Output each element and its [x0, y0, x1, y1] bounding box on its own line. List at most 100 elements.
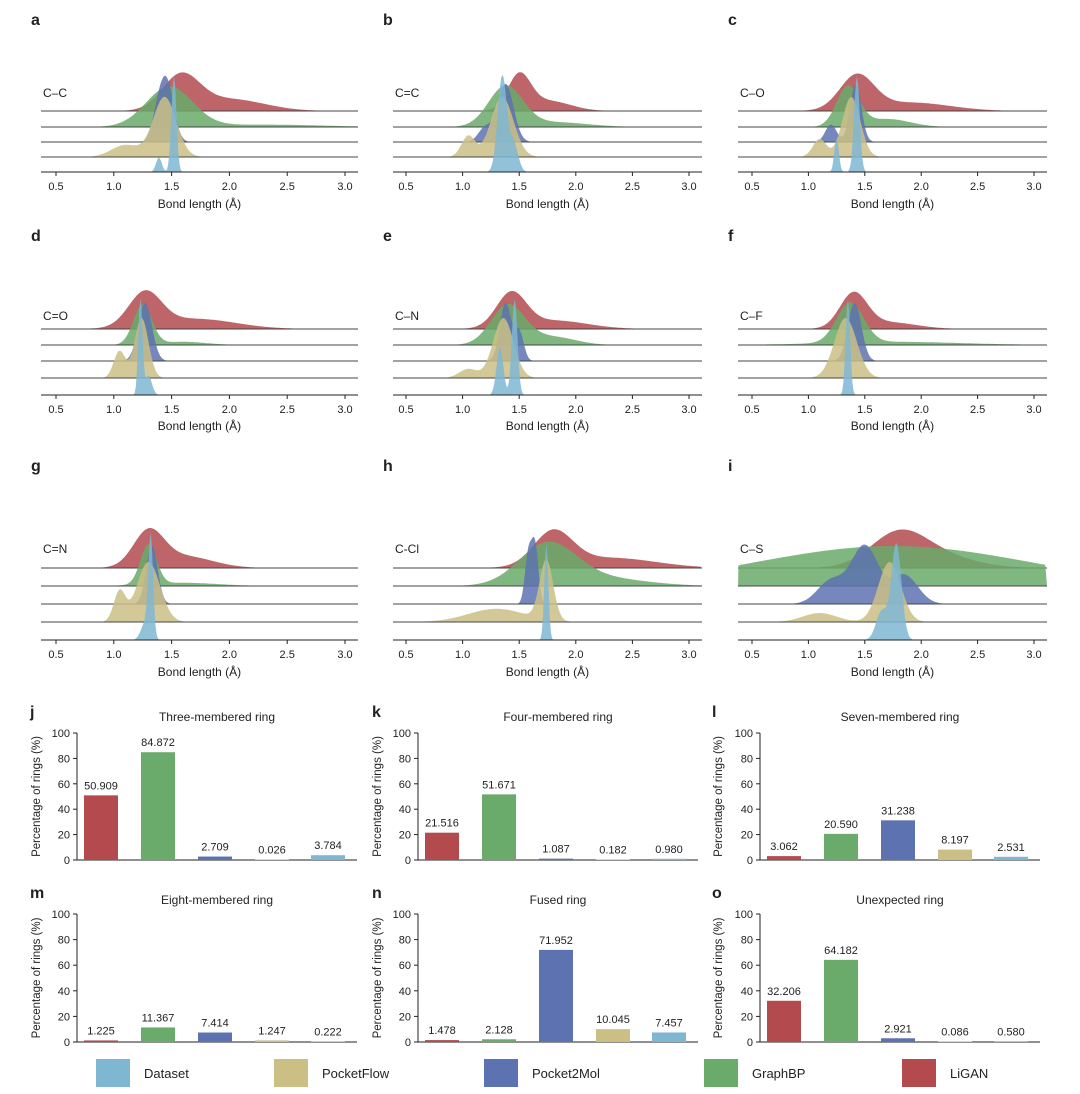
- x-tick-label: 3.0: [1026, 649, 1041, 661]
- data-label: 84.872: [141, 737, 175, 749]
- x-axis-label: Bond length (Å): [506, 664, 589, 679]
- x-tick-label: 3.0: [681, 404, 696, 416]
- density-dataset: [41, 297, 358, 395]
- x-tick-label: 1.0: [801, 404, 816, 416]
- x-tick-label: 1.5: [164, 404, 179, 416]
- x-tick-label: 1.0: [455, 649, 470, 661]
- chart-title: Seven-membered ring: [841, 710, 960, 724]
- panel-label: m: [30, 885, 44, 902]
- x-tick-label: 2.0: [568, 404, 583, 416]
- x-tick-label: 2.0: [222, 649, 237, 661]
- x-tick-label: 2.0: [914, 404, 929, 416]
- data-label: 50.909: [84, 780, 118, 792]
- data-label: 2.709: [201, 842, 229, 854]
- panel-label: n: [372, 885, 382, 902]
- bar-panel-n: n Fused ring 0 20 40 60 80 100 Percentage of rin…: [372, 885, 698, 1049]
- bond-label: C–S: [740, 542, 763, 556]
- density-pocketflow: [41, 318, 358, 378]
- y-tick-label: 40: [399, 804, 411, 816]
- y-tick-label: 60: [58, 779, 70, 791]
- data-label: 11.367: [142, 1012, 175, 1024]
- data-label: 0.182: [599, 844, 627, 856]
- bar-dataset: [994, 1041, 1028, 1042]
- density-dataset: [393, 299, 702, 395]
- data-label: 0.222: [314, 1026, 342, 1038]
- legend-label-pocket2mol: Pocket2Mol: [532, 1065, 600, 1081]
- y-axis-label: Percentage of rings (%): [713, 917, 725, 1038]
- x-tick-label: 1.5: [512, 181, 527, 193]
- y-tick-label: 0: [747, 855, 753, 867]
- x-tick-label: 0.5: [744, 649, 759, 661]
- x-tick-label: 2.5: [625, 181, 640, 193]
- panel-label: i: [728, 458, 732, 475]
- density-ligan: [41, 290, 358, 329]
- density-pocketflow: [41, 562, 358, 622]
- legend-item-pocketflow: PocketFlow: [274, 1058, 389, 1088]
- x-tick-label: 1.5: [164, 649, 179, 661]
- x-tick-label: 1.0: [455, 404, 470, 416]
- data-label: 2.531: [997, 842, 1025, 854]
- panel-label: b: [383, 12, 393, 29]
- y-tick-label: 60: [399, 779, 411, 791]
- y-tick-label: 0: [747, 1037, 753, 1049]
- data-label: 10.045: [596, 1014, 630, 1026]
- y-tick-label: 80: [58, 753, 70, 765]
- x-tick-label: 0.5: [48, 649, 63, 661]
- bar-pocketflow: [938, 849, 972, 860]
- bar-graphbp: [482, 794, 516, 860]
- x-tick-label: 1.5: [857, 181, 872, 193]
- bond-label: C=N: [43, 542, 67, 556]
- y-tick-label: 20: [58, 830, 70, 842]
- bar-dataset: [652, 1032, 686, 1042]
- y-tick-label: 60: [741, 779, 753, 791]
- x-tick-label: 2.0: [222, 404, 237, 416]
- panel-label: k: [372, 704, 381, 721]
- bond-label: C–O: [740, 86, 765, 100]
- x-tick-label: 2.5: [970, 181, 985, 193]
- panel-label: l: [712, 704, 716, 721]
- density-graphbp: [393, 303, 702, 345]
- density-ligan: [393, 72, 702, 111]
- y-tick-label: 20: [741, 1011, 753, 1023]
- x-tick-label: 1.0: [106, 181, 121, 193]
- x-axis-label: Bond length (Å): [158, 664, 241, 679]
- bar-pocket2mol: [881, 1038, 915, 1042]
- bar-panel-m: m Eight-membered ring 0 20 40 60 80 100 Percenta…: [30, 885, 357, 1049]
- bar-graphbp: [824, 833, 858, 860]
- bar-ligan: [425, 1040, 459, 1042]
- x-tick-label: 1.5: [512, 649, 527, 661]
- bar-ligan: [425, 832, 459, 860]
- chart-title: Four-membered ring: [503, 710, 612, 724]
- x-tick-label: 0.5: [398, 404, 413, 416]
- x-tick-label: 3.0: [337, 649, 352, 661]
- legend-label-graphbp: GraphBP: [752, 1065, 806, 1081]
- legend-swatch-graphbp: [704, 1059, 738, 1087]
- y-tick-label: 20: [399, 1011, 411, 1023]
- x-tick-label: 2.5: [280, 181, 295, 193]
- y-tick-label: 0: [64, 855, 70, 867]
- y-axis-label: Percentage of rings (%): [713, 736, 725, 857]
- x-tick-label: 3.0: [337, 181, 352, 193]
- ridge-panel-f: f C–F 0.5 1.0 1.5 2.0 2.5 3.0 Bond length (Å): [728, 228, 1047, 433]
- density-pocket2mol: [41, 303, 358, 361]
- x-tick-label: 2.5: [625, 649, 640, 661]
- y-axis-label: Percentage of rings (%): [372, 736, 384, 857]
- x-tick-label: 3.0: [1026, 181, 1041, 193]
- legend-label-ligan: LiGAN: [950, 1065, 989, 1081]
- y-tick-label: 40: [741, 986, 753, 998]
- x-axis-label: Bond length (Å): [158, 196, 241, 211]
- panel-label: f: [728, 228, 734, 245]
- density-pocketflow: [393, 97, 702, 157]
- density-pocket2mol: [393, 302, 702, 361]
- x-tick-label: 2.5: [970, 649, 985, 661]
- legend-label-pocketflow: PocketFlow: [322, 1065, 390, 1081]
- x-axis-label: Bond length (Å): [851, 196, 934, 211]
- legend-item-ligan: LiGAN: [902, 1058, 988, 1088]
- x-tick-label: 1.0: [801, 181, 816, 193]
- data-label: 1.087: [542, 844, 570, 856]
- y-tick-label: 100: [393, 909, 411, 921]
- density-ligan: [393, 291, 702, 329]
- y-tick-label: 80: [741, 935, 753, 947]
- x-tick-label: 2.5: [625, 404, 640, 416]
- bar-pocketflow: [255, 859, 289, 860]
